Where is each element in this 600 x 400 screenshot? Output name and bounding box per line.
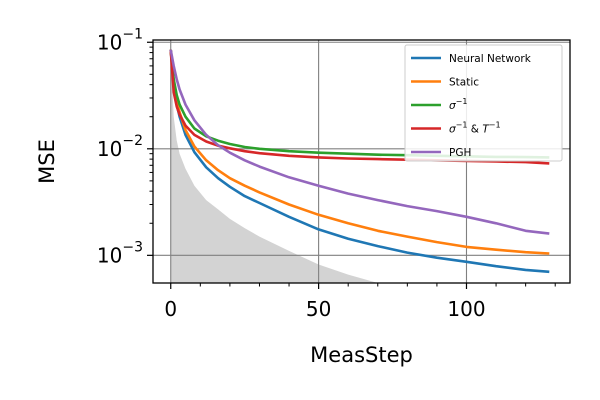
legend-item: σ−1 xyxy=(411,97,467,112)
y-tick-label: 10−2 xyxy=(97,133,143,161)
legend-label: PGH xyxy=(449,147,471,159)
y-axis-label: MSE xyxy=(35,139,59,184)
legend: Neural Network Static σ−1 σ−1 & T−1 PGH xyxy=(404,44,563,162)
legend-label: σ−1 & T−1 xyxy=(449,121,501,136)
legend-label: σ−1 xyxy=(449,97,467,112)
legend-item: Static xyxy=(411,77,479,89)
legend-item: σ−1 & T−1 xyxy=(411,121,501,136)
legend-box xyxy=(404,44,563,162)
legend-label: Static xyxy=(449,77,479,89)
legend-item: Neural Network xyxy=(411,53,532,65)
series-line-0 xyxy=(169,49,550,274)
x-tick-label: 50 xyxy=(306,297,331,321)
x-tick-label: 100 xyxy=(447,297,485,321)
plot-frame xyxy=(152,39,571,284)
x-tick-label: 0 xyxy=(164,297,177,321)
tick-layer: 0 50 100 10−3 10−2 10−1 xyxy=(97,26,556,321)
shaded-region xyxy=(170,49,378,283)
legend-item: PGH xyxy=(411,147,471,159)
x-axis-label: MeasStep xyxy=(310,343,413,367)
series-line-4 xyxy=(169,49,550,235)
y-tick-label: 10−1 xyxy=(97,26,143,54)
legend-label: Neural Network xyxy=(449,53,532,65)
y-tick-label: 10−3 xyxy=(97,239,143,267)
shaded-region-layer xyxy=(170,49,378,283)
